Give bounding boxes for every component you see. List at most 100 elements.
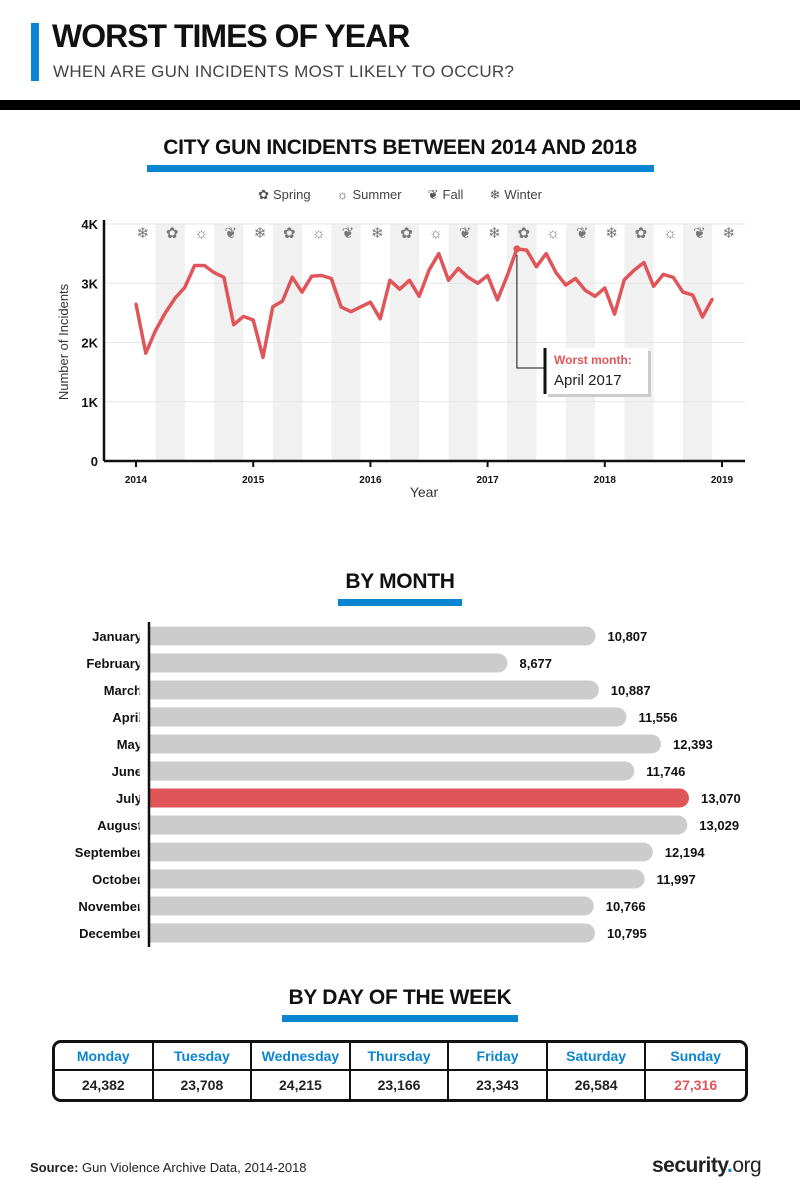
table-header-thursday: Thursday: [350, 1043, 450, 1071]
data-point: [554, 271, 558, 275]
annotation-label: Worst month:: [554, 353, 632, 367]
table-cell-monday: 24,382: [55, 1071, 154, 1099]
data-point: [632, 268, 636, 272]
leaf-icon: ❦: [459, 225, 472, 242]
data-point: [661, 272, 665, 276]
bar-july: [139, 788, 689, 808]
bar-value-label: 12,194: [665, 845, 706, 860]
data-point: [144, 351, 148, 355]
data-point: [290, 275, 294, 279]
sun-icon: ☼: [429, 225, 443, 242]
data-point: [486, 274, 490, 278]
data-point: [447, 278, 451, 282]
bar-category-label: July: [116, 791, 143, 806]
data-point: [212, 271, 216, 275]
sun-icon: ☼: [546, 225, 560, 242]
data-point: [583, 288, 587, 292]
data-point: [564, 283, 568, 287]
incidents-line: [134, 247, 714, 360]
bar-value-label: 8,677: [519, 656, 552, 671]
day-of-week-table: Monday Tuesday Wednesday Thursday Friday Satu…: [52, 1040, 748, 1102]
x-tick-label: 2014: [125, 475, 148, 486]
table-cell-sunday: 27,316: [674, 1077, 718, 1093]
y-tick-label: 3K: [81, 276, 98, 291]
x-tick-label: 2017: [476, 475, 499, 486]
bar-december: [139, 923, 596, 943]
x-tick-label: 2016: [359, 475, 382, 486]
data-point: [622, 278, 626, 282]
data-point: [183, 285, 187, 289]
data-point: [437, 252, 441, 256]
data-point: [368, 300, 372, 304]
data-point: [652, 284, 656, 288]
bar-category-label: August: [97, 818, 142, 833]
bar-value-label: 10,807: [608, 629, 648, 644]
data-point: [261, 355, 265, 359]
title-accent-bar: [31, 23, 39, 81]
data-point: [251, 318, 255, 322]
bar-june: [139, 761, 635, 781]
leaf-icon: ❦: [224, 225, 237, 242]
x-tick-label: 2019: [711, 475, 734, 486]
table-header-monday: Monday: [55, 1043, 154, 1071]
leaf-icon: ❦: [342, 225, 355, 242]
bar-february: [139, 653, 508, 673]
table-header-tuesday: Tuesday: [153, 1043, 253, 1071]
flower-icon: ✿: [517, 225, 530, 242]
data-point: [407, 278, 411, 282]
snowflake-icon: ❄: [489, 187, 501, 202]
bar-march: [139, 680, 599, 700]
bar-may: [139, 734, 662, 754]
page-subtitle: WHEN ARE GUN INCIDENTS MOST LIKELY TO OC…: [53, 62, 515, 81]
table-header-saturday: Saturday: [547, 1043, 647, 1071]
bar-category-label: June: [112, 764, 142, 779]
source-text: Gun Violence Archive Data, 2014-2018: [78, 1160, 307, 1175]
day-table-title-underline: [282, 1015, 518, 1022]
data-point: [388, 278, 392, 282]
bar-april: [139, 707, 627, 727]
sun-icon: ☼: [663, 225, 677, 242]
sun-icon: ☼: [195, 225, 209, 242]
data-point: [134, 302, 138, 306]
x-tick-label: 2018: [594, 475, 617, 486]
bar-october: [139, 869, 645, 889]
data-point: [222, 275, 226, 279]
leaf-icon: ❦: [693, 225, 706, 242]
legend-label: Spring: [272, 187, 311, 202]
bar-category-label: September: [75, 845, 142, 860]
legend-item-summer: ☼ Summer: [337, 187, 402, 203]
bar-category-label: November: [78, 899, 142, 914]
data-point: [466, 275, 470, 279]
data-point: [691, 293, 695, 297]
bar-category-label: January: [92, 629, 143, 644]
data-point: [310, 274, 314, 278]
data-point: [603, 286, 607, 290]
data-point: [456, 266, 460, 270]
data-point: [613, 312, 617, 316]
data-point: [271, 305, 275, 309]
annotation-leader: [516, 254, 545, 369]
table-cell-thursday: 23,166: [351, 1071, 450, 1099]
data-point: [710, 297, 714, 301]
data-point: [681, 290, 685, 294]
leaf-icon: ❦: [427, 187, 439, 202]
data-point: [349, 310, 353, 314]
flower-icon: ✿: [635, 225, 648, 242]
data-point: [525, 248, 529, 252]
season-legend: ✿ Spring ☼ Summer ❦ Fall ❄ Winter: [0, 187, 800, 203]
table-header-wednesday: Wednesday: [252, 1043, 351, 1071]
snowflake-icon: ❄: [488, 225, 501, 242]
data-point: [593, 294, 597, 298]
table-cell-wednesday: 24,215: [252, 1071, 351, 1099]
data-point: [281, 299, 284, 303]
line-chart: 0 1K 2K 3K 4K ❄ ✿ ☼ ❦ ❄ ✿ ☼ ❦ ❄ ✿ ☼ ❦ ❄ ✿ ☼ ❦ ❄ ✿ ☼ ❦ ❄ 2014 2015 20…: [56, 217, 745, 500]
bar-value-label: 13,070: [701, 791, 741, 806]
bar-value-label: 13,029: [699, 818, 739, 833]
source-label: Source:: [30, 1160, 79, 1175]
legend-label: Winter: [504, 187, 542, 202]
data-point: [700, 315, 704, 319]
bar-chart-title-underline: [338, 599, 462, 606]
snowflake-icon: ❄: [371, 225, 384, 242]
legend-item-spring: ✿ Spring: [258, 187, 310, 203]
